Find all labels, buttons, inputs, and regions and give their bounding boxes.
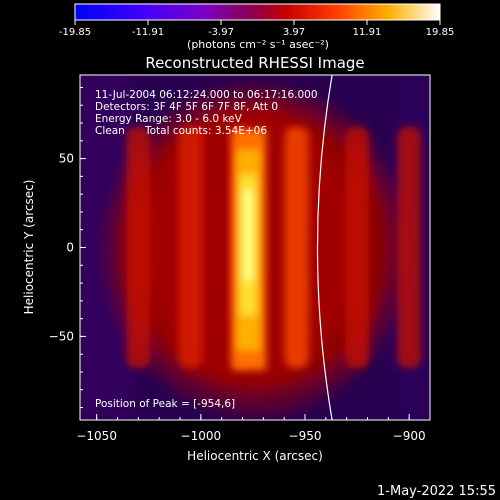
x-tick-label: −900 <box>393 429 426 443</box>
colorbar-tick-label: 11.91 <box>353 27 382 38</box>
solar-limb-line <box>316 75 333 420</box>
annotation-energy-range: Energy Range: 3.0 - 6.0 keV <box>95 113 243 125</box>
x-tick-label: −1000 <box>181 429 222 443</box>
y-tick-label: 50 <box>59 152 74 166</box>
x-axis-ticks: −1050 −1000 −950 −900 <box>76 414 431 443</box>
x-tick-label: −950 <box>289 429 322 443</box>
heatmap-column <box>397 126 422 369</box>
annotation-detectors: Detectors: 3F 4F 5F 6F 7F 8F, Att 0 <box>95 101 278 113</box>
colorbar-tick-label: -3.97 <box>208 27 234 38</box>
heatmap-column <box>284 126 309 369</box>
x-tick-label: −1050 <box>76 429 117 443</box>
heatmap-column <box>126 126 151 369</box>
peak-position-label: Position of Peak = [-954,6] <box>95 398 235 410</box>
colorbar-tick-label: 3.97 <box>283 27 305 38</box>
timestamp: 1-May-2022 15:55 <box>377 484 496 499</box>
colorbar-unit-label: (photons cm⁻² s⁻¹ asec⁻²) <box>187 38 329 51</box>
heatmap-column <box>345 126 370 369</box>
colorbar-tick-label: -11.91 <box>132 27 164 38</box>
y-axis-ticks: −50 0 50 <box>49 86 86 409</box>
annotation-clean: Clean <box>95 125 125 137</box>
colorbar-tick-label: 19.85 <box>426 27 455 38</box>
chart-title: Reconstructed RHESSI Image <box>145 54 364 72</box>
y-tick-label: 0 <box>66 241 74 255</box>
colorbar-ticks: -19.85 -11.91 -3.97 3.97 11.91 19.85 <box>59 20 454 38</box>
y-axis-label: Heliocentric Y (arcsec) <box>22 180 36 315</box>
annotation-total-counts: Total counts: 3.54E+06 <box>144 125 267 137</box>
y-tick-label: −50 <box>49 329 74 343</box>
colorbar-tick-label: -19.85 <box>59 27 91 38</box>
x-axis-label: Heliocentric X (arcsec) <box>187 449 323 463</box>
annotation-time-range: 11-Jul-2004 06:12:24.000 to 06:17:16.000 <box>95 89 318 101</box>
colorbar <box>74 3 441 21</box>
heatmap-column <box>178 126 203 369</box>
heatmap-image <box>80 75 430 420</box>
